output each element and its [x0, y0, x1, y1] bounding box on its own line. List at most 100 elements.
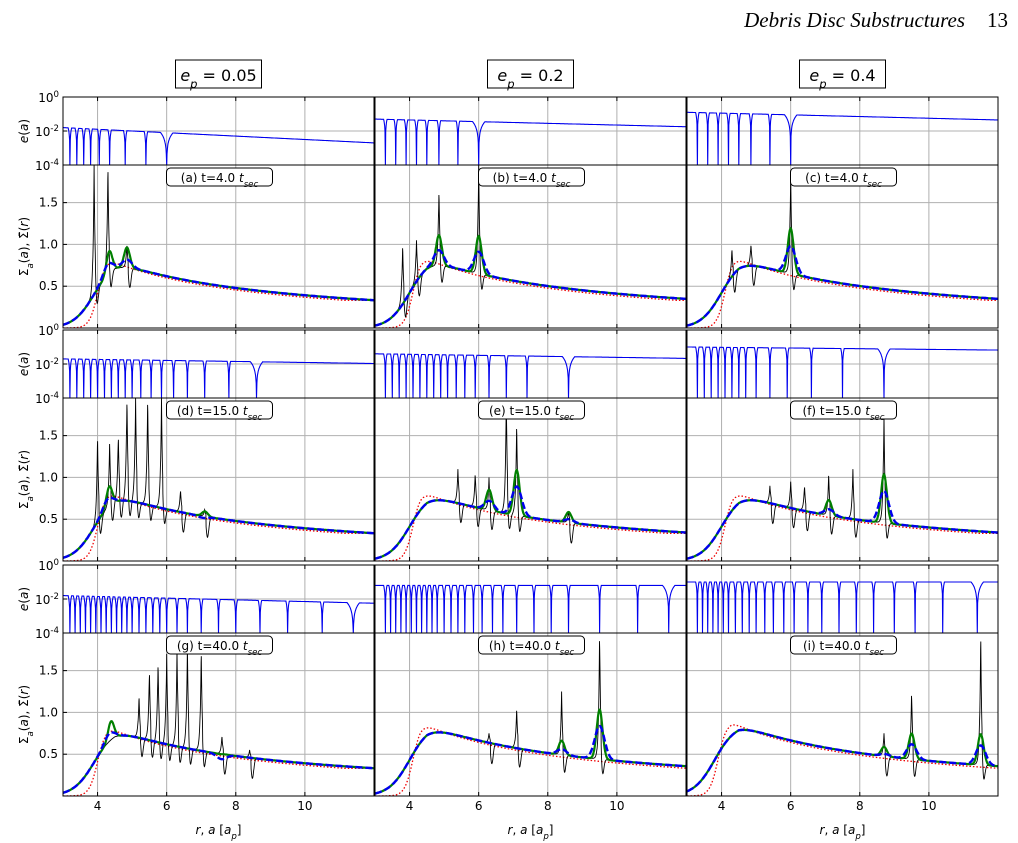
sigma-panel-frame — [686, 632, 999, 797]
initial-profile-red — [687, 260, 998, 328]
e-curve — [63, 358, 374, 399]
e-y-tick-label: 100 — [38, 90, 59, 105]
sigma-a-black — [63, 645, 374, 794]
panel-label: (h) t=40.0 tsec — [478, 635, 585, 658]
x-tick-label: 6 — [787, 799, 795, 813]
panel-label: (d) t=15.0 tsec — [166, 400, 273, 423]
panel-label: (g) t=40.0 tsec — [166, 635, 273, 658]
e-curve — [63, 127, 374, 166]
plot-area — [375, 584, 686, 796]
x-tick-label: 8 — [232, 799, 240, 813]
sigma-panel-frame — [62, 164, 375, 329]
initial-profile-red — [687, 495, 998, 561]
e-y-tick-label: 100 — [38, 558, 59, 573]
x-tick-label: 6 — [163, 799, 171, 813]
initial-profile-red — [375, 495, 686, 561]
initial-profile-red — [687, 724, 998, 796]
smooth-blue-dashed — [375, 485, 686, 560]
running-head: Debris Disc Substructures 13 — [744, 8, 1008, 33]
initial-profile-red — [375, 260, 686, 328]
plot-area — [687, 346, 998, 561]
sigma-y-tick-label: 0.5 — [39, 279, 58, 293]
sigma-a-black — [687, 173, 998, 327]
panel-label: (i) t=40.0 tsec — [790, 635, 897, 658]
running-title: Debris Disc Substructures — [744, 8, 965, 32]
panel-label-box — [790, 167, 897, 187]
plot-area — [63, 358, 374, 561]
smooth-blue-dashed — [375, 249, 686, 327]
x-tick-label: 4 — [406, 799, 414, 813]
smooth-blue-dashed — [687, 489, 998, 560]
sigma-a-black — [375, 164, 686, 327]
column-title-text: ep = 0.4 — [809, 66, 875, 91]
sigma-y-tick-label: 1.5 — [39, 196, 58, 210]
panel-label-box — [790, 635, 897, 655]
column-title-1: ep = 0.05 — [175, 59, 262, 91]
e-y-tick-label: 10-4 — [35, 626, 59, 641]
smooth-blue-dashed — [375, 724, 686, 795]
sigma-panel-frame — [686, 164, 999, 329]
x-tick-label: 6 — [475, 799, 483, 813]
panel-a: 100 10-2 10-4 0.5 1.0 1.5 (a) t=4.0 tsec — [35, 90, 375, 329]
x-axis-label: r, a [ap] — [820, 823, 866, 842]
panel-label-text: (a) t=4.0 tsec — [181, 171, 259, 190]
e-curve — [375, 584, 686, 634]
panel-e: (e) t=15.0 tsec — [374, 329, 687, 562]
panel-label-text: (c) t=4.0 tsec — [805, 171, 882, 190]
column-title-text: ep = 0.2 — [497, 66, 563, 91]
e-curve — [375, 353, 686, 399]
panel-label: (c) t=4.0 tsec — [790, 167, 897, 190]
plot-area — [375, 118, 686, 328]
panel-label-text: (b) t=4.0 tsec — [493, 171, 571, 190]
column-title-2: ep = 0.2 — [487, 59, 574, 91]
sigma-panel-frame — [374, 397, 687, 562]
column-title-text: ep = 0.05 — [180, 66, 256, 91]
panel-label: (f) t=15.0 tsec — [790, 400, 897, 423]
panel-label-text: (e) t=15.0 tsec — [489, 404, 574, 423]
panel-c: (c) t=4.0 tsec — [686, 96, 999, 329]
plot-area — [63, 595, 374, 796]
plot-area — [687, 111, 998, 328]
sigma-y-tick-label: 0.5 — [39, 512, 58, 526]
sigma-a-black — [687, 641, 998, 792]
e-ylabel: e(a) — [17, 119, 31, 143]
e-y-tick-label: 10-4 — [35, 158, 59, 173]
sigma-a-black — [375, 405, 686, 560]
panel-label-text: (d) t=15.0 tsec — [177, 404, 263, 423]
e-y-tick-label: 10-4 — [35, 391, 59, 406]
x-tick-label: 10 — [297, 799, 312, 813]
e-y-tick-label: 100 — [38, 323, 59, 338]
smooth-blue-dashed — [687, 728, 998, 793]
x-axis-label: r, a [ap] — [196, 823, 242, 842]
sigma-y-tick-label: 1.0 — [39, 470, 58, 484]
panel-g: 4 6 8 10 100 10-2 10-4 0.5 1.0 1.5 (g) t=40.0 tsec — [35, 558, 375, 813]
panel-label-box — [790, 400, 897, 420]
panel-label: (b) t=4.0 tsec — [478, 167, 585, 190]
smooth-green — [63, 485, 374, 559]
initial-profile-red — [375, 727, 686, 796]
smooth-green — [375, 468, 686, 560]
x-tick-label: 8 — [544, 799, 552, 813]
gridlines — [63, 565, 374, 796]
column-title-3: ep = 0.4 — [799, 59, 886, 91]
plot-area — [63, 127, 374, 328]
initial-profile-red — [63, 495, 374, 561]
smooth-blue-dashed — [63, 496, 374, 559]
sigma-panel-frame — [374, 164, 687, 329]
e-curve — [375, 118, 686, 166]
column-title-box — [799, 59, 886, 89]
panel-label-text: (g) t=40.0 tsec — [177, 639, 263, 658]
x-tick-label: 8 — [856, 799, 864, 813]
sigma-y-tick-label: 0.5 — [39, 747, 58, 761]
sigma-y-tick-label: 1.0 — [39, 705, 58, 719]
panel-label-text: (i) t=40.0 tsec — [803, 639, 884, 658]
plot-area — [687, 581, 998, 796]
plot-area — [375, 353, 686, 561]
panel-d: 100 10-2 10-4 0.5 1.0 1.5 (d) t=15.0 tsec — [35, 323, 375, 562]
smooth-green — [687, 728, 998, 793]
x-tick-label: 4 — [718, 799, 726, 813]
sigma-panel-frame — [686, 397, 999, 562]
panel-label-box — [478, 400, 585, 420]
e-curve — [63, 595, 374, 634]
smooth-blue-dashed — [687, 244, 998, 327]
